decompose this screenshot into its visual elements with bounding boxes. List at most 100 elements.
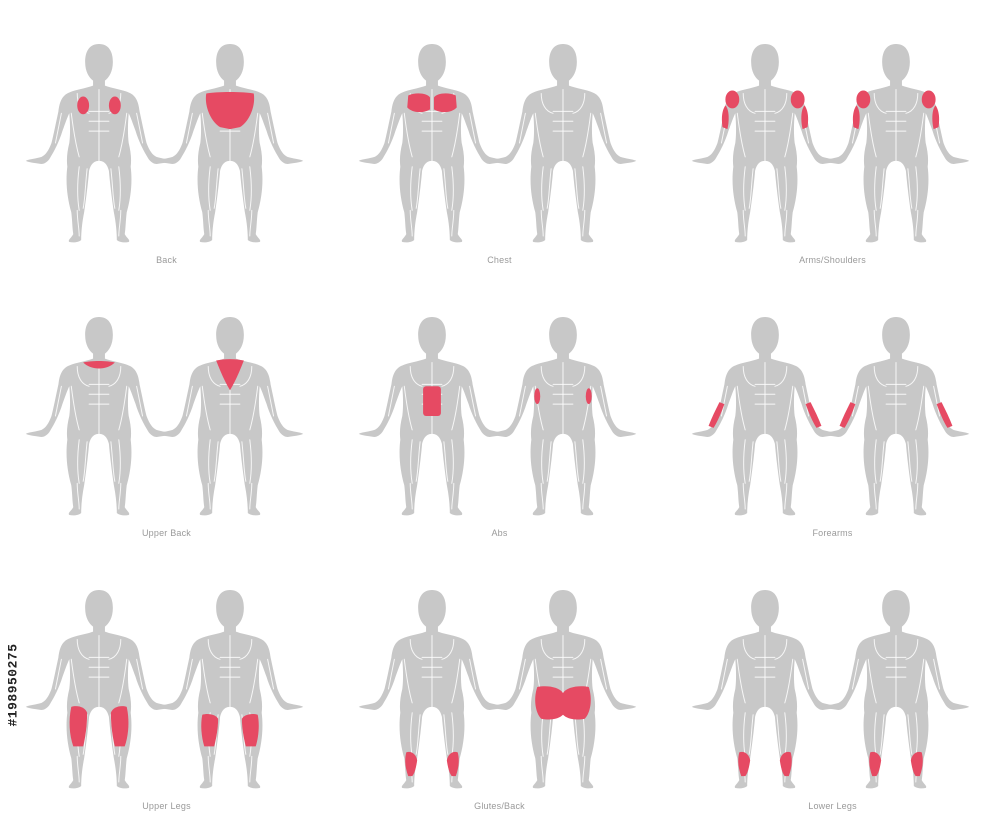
muscle-contour-line bbox=[54, 658, 62, 690]
muscle-contour-line bbox=[915, 112, 925, 158]
muscle-contour-line bbox=[118, 658, 128, 704]
muscle-contour-line bbox=[933, 385, 941, 417]
muscle-contour-line bbox=[267, 385, 275, 417]
muscle-contour-line bbox=[867, 385, 877, 431]
muscle-contour-line bbox=[201, 385, 211, 431]
muscle-contour-line bbox=[905, 93, 919, 114]
muscle-contour-line bbox=[185, 658, 193, 690]
muscle-contour-line bbox=[118, 755, 122, 783]
muscle-contour-line bbox=[136, 385, 144, 417]
muscle-contour-line bbox=[207, 639, 221, 660]
muscle-contour-line bbox=[582, 439, 585, 484]
muscle-contour-line bbox=[774, 639, 788, 660]
muscle-contour-line bbox=[108, 366, 122, 387]
highlight-obliques bbox=[534, 388, 541, 405]
muscle-contour-line bbox=[451, 112, 461, 158]
highlight-traps-top bbox=[83, 361, 115, 369]
muscle-contour-line bbox=[409, 482, 413, 510]
muscle-contour-line bbox=[748, 714, 754, 755]
muscle-contour-line bbox=[118, 482, 122, 510]
muscle-contour-line bbox=[451, 482, 455, 510]
muscle-contour-line bbox=[748, 168, 754, 209]
muscle-panel: Upper Back bbox=[0, 273, 333, 546]
muscle-panel: Glutes/Back bbox=[333, 546, 666, 819]
panel-figures bbox=[25, 44, 304, 243]
muscle-contour-line bbox=[933, 658, 941, 690]
muscle-contour-line bbox=[867, 658, 877, 704]
muscle-contour-line bbox=[213, 168, 219, 209]
muscle-contour-line bbox=[441, 639, 455, 660]
muscle-contour-line bbox=[208, 166, 211, 211]
muscle-contour-line bbox=[873, 366, 887, 387]
muscle-contour-line bbox=[851, 385, 859, 417]
muscle-contour-line bbox=[82, 441, 88, 482]
highlight-shoulders bbox=[725, 90, 740, 109]
muscle-contour-line bbox=[784, 112, 794, 158]
muscle-panel: Forearms bbox=[666, 273, 999, 546]
panel-figures bbox=[358, 44, 637, 243]
muscle-contour-line bbox=[403, 658, 413, 704]
muscle-contour-line bbox=[541, 166, 544, 211]
muscle-contour-line bbox=[742, 209, 746, 237]
panel-label: Upper Legs bbox=[142, 801, 191, 811]
muscle-contour-line bbox=[443, 441, 449, 482]
muscle-contour-line bbox=[207, 755, 211, 783]
muscle-panel: Chest bbox=[333, 0, 666, 273]
highlight-calves bbox=[405, 751, 418, 777]
muscle-contour-line bbox=[441, 366, 455, 387]
muscle-contour-line bbox=[915, 658, 925, 704]
highlight-upper-arms bbox=[852, 105, 860, 130]
muscle-contour-line bbox=[540, 482, 544, 510]
muscle-contour-line bbox=[784, 482, 788, 510]
muscle-contour-line bbox=[208, 439, 211, 484]
muscle-contour-line bbox=[108, 639, 122, 660]
muscle-contour-line bbox=[415, 441, 421, 482]
muscle-contour-line bbox=[720, 658, 728, 690]
muscle-contour-line bbox=[54, 385, 62, 417]
muscle-contour-line bbox=[76, 755, 80, 783]
stock-id-text: #198950275 bbox=[5, 643, 21, 727]
muscle-contour-line bbox=[600, 385, 608, 417]
back-figure bbox=[822, 590, 970, 789]
muscle-contour-line bbox=[546, 441, 552, 482]
muscle-contour-line bbox=[451, 209, 455, 237]
muscle-contour-line bbox=[403, 385, 413, 431]
panel-label: Lower Legs bbox=[808, 801, 857, 811]
muscle-contour-line bbox=[540, 93, 554, 114]
muscle-contour-line bbox=[118, 166, 121, 211]
muscle-contour-line bbox=[249, 166, 252, 211]
muscle-contour-line bbox=[742, 639, 756, 660]
muscle-contour-line bbox=[76, 209, 80, 237]
muscle-contour-line bbox=[784, 385, 794, 431]
muscle-contour-line bbox=[540, 639, 554, 660]
muscle-contour-line bbox=[774, 93, 788, 114]
panel-label: Glutes/Back bbox=[474, 801, 525, 811]
muscle-contour-line bbox=[905, 639, 919, 660]
highlight-chest bbox=[407, 93, 431, 113]
muscle-panel: Back bbox=[0, 0, 333, 273]
highlight-upper-arms bbox=[721, 105, 729, 130]
muscle-contour-line bbox=[249, 658, 259, 704]
front-figure bbox=[691, 590, 839, 789]
front-figure bbox=[358, 317, 506, 516]
muscle-contour-line bbox=[387, 112, 395, 144]
muscle-contour-line bbox=[802, 385, 810, 417]
muscle-contour-line bbox=[249, 439, 252, 484]
muscle-contour-line bbox=[409, 639, 423, 660]
muscle-contour-line bbox=[118, 439, 121, 484]
back-figure bbox=[156, 44, 304, 243]
muscle-contour-line bbox=[469, 112, 477, 144]
muscle-contour-line bbox=[469, 385, 477, 417]
muscle-contour-line bbox=[874, 439, 877, 484]
muscle-contour-line bbox=[451, 658, 461, 704]
muscle-contour-line bbox=[267, 658, 275, 690]
highlight-upper-back-wide bbox=[205, 92, 255, 130]
muscle-contour-line bbox=[743, 439, 746, 484]
muscle-contour-line bbox=[907, 714, 913, 755]
panel-label: Upper Back bbox=[141, 528, 192, 538]
front-figure bbox=[691, 44, 839, 243]
muscle-contour-line bbox=[915, 166, 918, 211]
muscle-contour-line bbox=[403, 112, 413, 158]
muscle-contour-line bbox=[572, 639, 586, 660]
